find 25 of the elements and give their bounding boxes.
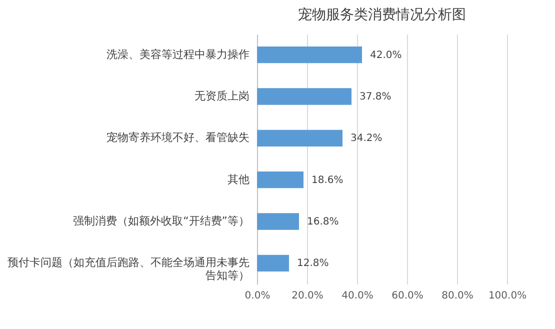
- bar: [257, 172, 304, 188]
- bar: [257, 88, 352, 105]
- x-tick-label: 20.0%: [292, 290, 324, 302]
- bar: [257, 213, 299, 230]
- bar: [257, 46, 362, 64]
- data-label: 16.8%: [307, 216, 339, 228]
- y-tick-label: 强制消费（如额外收取“开结费”等）: [73, 214, 250, 228]
- data-label: 12.8%: [297, 258, 329, 270]
- data-label: 37.8%: [360, 92, 392, 102]
- x-tick-label: 80.0%: [442, 290, 474, 302]
- x-tick-label: 40.0%: [342, 290, 374, 302]
- x-tick-label: 60.0%: [392, 290, 424, 302]
- data-label: 18.6%: [312, 174, 344, 186]
- bar: [257, 254, 289, 272]
- data-label: 34.2%: [350, 133, 382, 144]
- y-tick-label: 其他: [228, 172, 250, 186]
- y-tick-label: 宠物寄养环境不好、看管缺失: [106, 131, 250, 144]
- y-tick-label: 洗澡、美容等过程中暴力操作: [106, 48, 250, 61]
- x-tick-label: 100.0%: [488, 290, 527, 302]
- y-tick-label: 预付卡问题（如充值后跑路、不能全场通用未事先告知等）: [8, 256, 250, 282]
- data-label: 42.0%: [370, 50, 402, 61]
- bar: [257, 130, 342, 146]
- chart-title: 宠物服务类消费情况分析图: [298, 7, 466, 23]
- y-tick-label: 无资质上岗: [194, 90, 250, 102]
- x-tick-label: 0.0%: [244, 290, 270, 302]
